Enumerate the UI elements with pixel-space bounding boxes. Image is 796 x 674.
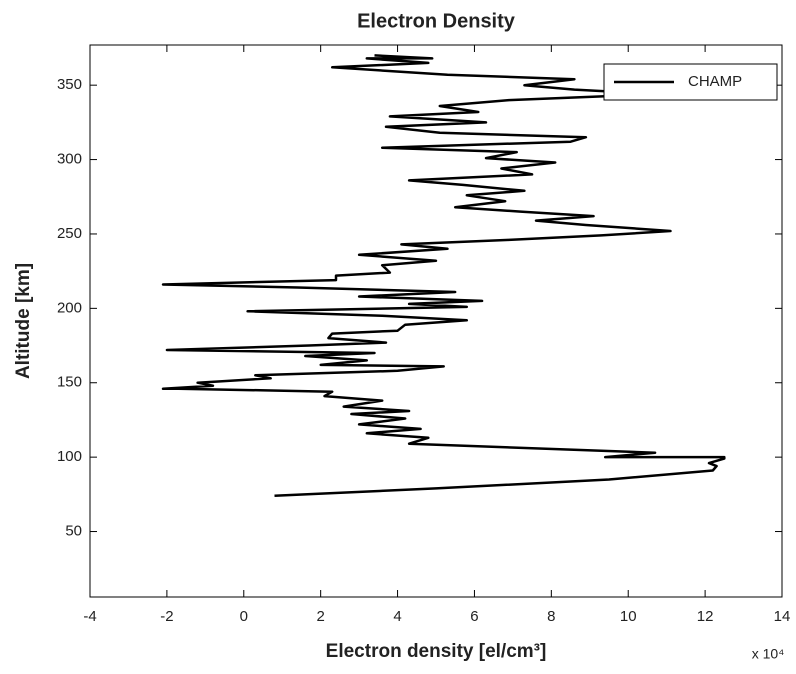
- y-tick-label: 150: [57, 374, 82, 391]
- y-tick-label: 350: [57, 76, 82, 93]
- x-tick-label: 8: [547, 608, 555, 625]
- x-tick-label: -2: [160, 608, 173, 625]
- x-tick-label: 4: [393, 608, 401, 625]
- x-tick-label: 2: [316, 608, 324, 625]
- y-tick-label: 250: [57, 225, 82, 242]
- y-axis-label: Altitude [km]: [13, 263, 34, 379]
- x-tick-label: -4: [83, 608, 96, 625]
- y-tick-label: 50: [65, 523, 82, 540]
- x-scale-label: x 10⁴: [752, 646, 784, 662]
- data-line: [161, 54, 726, 498]
- x-tick-label: 0: [240, 608, 248, 625]
- plot-area: [89, 44, 783, 598]
- y-tick-label: 300: [57, 151, 82, 168]
- x-tick-label: 12: [697, 608, 714, 625]
- y-tick-label: 200: [57, 299, 82, 316]
- legend-label: CHAMP: [688, 73, 742, 90]
- x-axis-label: Electron density [el/cm³]: [326, 641, 547, 662]
- y-tick-label: 100: [57, 448, 82, 465]
- x-tick-label: 14: [774, 608, 791, 625]
- chart-title: Electron Density: [357, 10, 516, 32]
- x-tick-label: 6: [470, 608, 478, 625]
- x-tick-label: 10: [620, 608, 637, 625]
